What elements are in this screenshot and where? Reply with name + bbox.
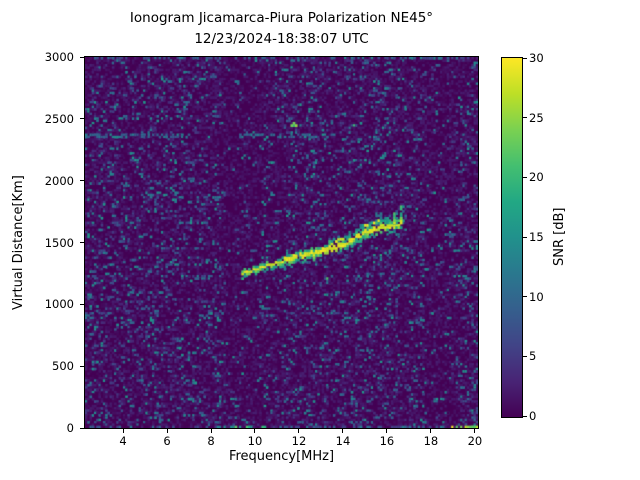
- x-tick-label: 18: [423, 434, 439, 448]
- colorbar-tick-label: 25: [529, 110, 544, 125]
- colorbar-label: SNR [dB]: [552, 207, 567, 267]
- x-tick-mark: [474, 429, 476, 433]
- colorbar-tick-label: 10: [529, 289, 544, 304]
- y-tick-mark: [80, 365, 84, 367]
- colorbar-tick-mark: [523, 355, 527, 357]
- y-tick-mark: [80, 118, 84, 120]
- x-tick-label: 6: [163, 434, 171, 448]
- colorbar-tick-mark: [523, 296, 527, 298]
- x-tick-label: 8: [207, 434, 215, 448]
- x-tick-label: 4: [119, 434, 127, 448]
- heatmap-canvas: [85, 57, 478, 428]
- y-axis-label: Virtual Distance[Km]: [11, 175, 26, 310]
- x-tick-label: 12: [291, 434, 307, 448]
- y-tick-label: 500: [52, 359, 74, 374]
- x-tick-mark: [342, 429, 344, 433]
- x-tick-label: 14: [335, 434, 351, 448]
- x-tick-mark: [386, 429, 388, 433]
- y-tick-mark: [80, 242, 84, 243]
- x-tick-mark: [166, 429, 168, 433]
- colorbar-tick-label: 30: [529, 51, 544, 65]
- y-tick-mark: [80, 303, 84, 305]
- colorbar-tick-mark: [523, 117, 527, 119]
- y-tick-label: 2000: [44, 173, 74, 188]
- colorbar-gradient: [502, 58, 522, 417]
- colorbar-tick-label: 5: [529, 349, 537, 364]
- y-tick-mark: [80, 56, 84, 58]
- x-tick-label: 16: [379, 434, 395, 448]
- x-tick-mark: [298, 429, 300, 433]
- chart-title: Ionogram Jicamarca-Piura Polarization NE…: [129, 10, 434, 26]
- plot-area: [84, 56, 479, 429]
- y-tick-label: 1500: [44, 235, 74, 250]
- x-tick-mark: [210, 429, 212, 433]
- y-tick-mark: [80, 180, 84, 182]
- x-tick-label: 10: [247, 434, 263, 448]
- x-tick-label: 20: [467, 434, 483, 448]
- colorbar-tick-mark: [523, 415, 527, 417]
- x-tick-mark: [254, 429, 256, 433]
- colorbar: [501, 57, 523, 418]
- colorbar-tick-label: 15: [529, 230, 544, 244]
- y-tick-label: 1000: [44, 297, 74, 312]
- y-tick-label: 3000: [44, 50, 74, 64]
- x-axis-label: Frequency[MHz]: [228, 449, 335, 464]
- colorbar-tick-label: 20: [529, 170, 544, 185]
- chart-subtitle: 12/23/2024-18:38:07 UTC: [194, 31, 369, 47]
- x-tick-mark: [430, 429, 432, 433]
- y-tick-mark: [80, 427, 84, 429]
- colorbar-tick-label: 0: [529, 409, 537, 423]
- colorbar-tick-mark: [523, 236, 527, 238]
- y-tick-label: 2500: [44, 111, 74, 126]
- y-tick-label: 0: [66, 421, 74, 435]
- colorbar-tick-mark: [523, 176, 527, 178]
- x-tick-mark: [122, 429, 124, 433]
- colorbar-tick-mark: [523, 57, 527, 59]
